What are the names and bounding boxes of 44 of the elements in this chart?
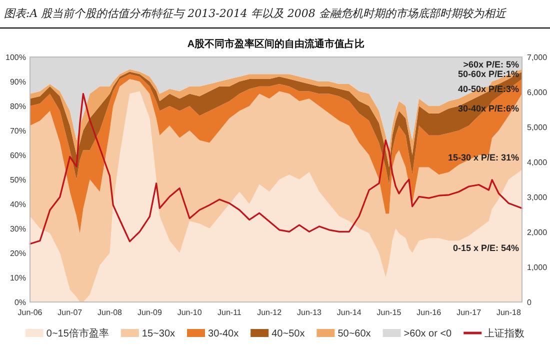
y-tick-label: 90% [10,78,26,86]
legend-label: 30-40x [208,328,239,340]
y-tick-label: 40% [10,200,26,209]
legend-label: 0~15倍市盈率 [46,328,109,340]
x-tick-label: Jun-09 [137,308,162,317]
y2-tick-label: 0 [527,298,532,307]
x-tick-label: Jun-15 [376,308,402,317]
y-tick-label: 30% [10,224,26,234]
annotation: 0-15 x P/E: 54% [452,243,519,254]
y-tick-label: 100% [6,53,26,62]
y-tick-label: 70% [10,126,26,136]
x-tick-label: Jun-16 [416,308,442,317]
legend-label: >60x or <0 [404,328,452,340]
y2-tick-label: 3,000 [527,193,548,202]
x-tick-label: Jun-11 [218,308,242,317]
x-tick-label: Jun-18 [496,308,522,317]
x-tick-label: Jun-12 [257,308,282,317]
x-tick-label: Jun-06 [18,308,43,317]
y2-tick-label: 6,000 [527,88,548,97]
x-tick-label: Jun-10 [177,308,202,317]
y-tick-label: 80% [10,102,26,111]
legend-label: 50~60x [338,328,371,340]
x-tick-label: Jun-13 [297,308,322,317]
y-tick-label: 60% [10,151,26,160]
y-tick-label: 50% [10,176,26,184]
y2-tick-label: 1,000 [527,263,548,272]
y2-tick-label: 7,000 [527,53,548,62]
y-tick-label: 0% [14,298,26,307]
chart-subtitle: A股不同市盈率区间的自由流通市值占比 [187,38,365,50]
y-tick-label: 10% [10,274,26,282]
x-tick-label: Jun-17 [456,308,482,317]
x-tick-label: Jun-08 [98,308,123,317]
annotation: >60x P/E: 5% [463,59,519,70]
y2-tick-label: 4,000 [527,158,548,167]
y2-tick-label: 5,000 [527,123,548,132]
y-tick-label: 20% [10,249,26,258]
legend-label: 40~50x [272,328,305,340]
legend-label: 上证指数 [484,328,525,340]
chart-title: 图表:A 股当前个股的估值分布特征与 2013-2014 年以及 2008 金融危机时期的市场底部时期较为相近 [4,7,507,20]
y2-tick-label: 2,000 [527,228,548,237]
x-tick-label: Jun-14 [336,308,362,317]
legend-label: 15~30x [142,328,176,340]
x-tick-label: Jun-07 [58,308,83,317]
annotation: 40-50x P/E:3% [458,84,519,94]
